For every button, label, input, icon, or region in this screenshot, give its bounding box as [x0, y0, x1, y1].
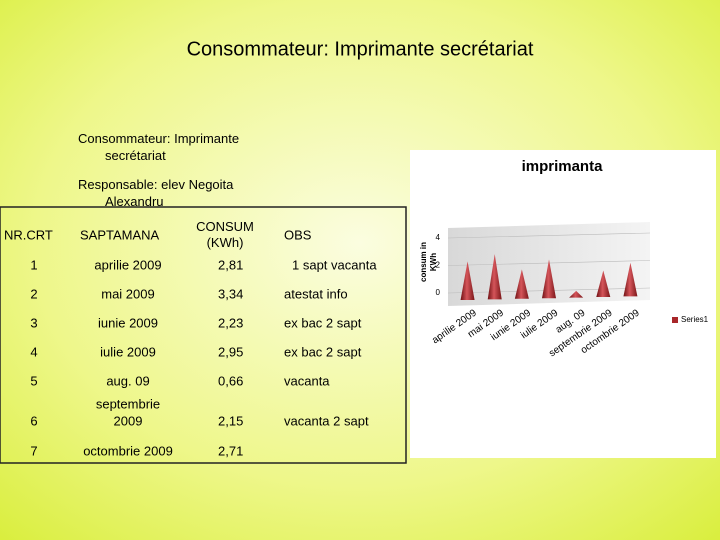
grid-line: [447, 232, 651, 239]
table-cell: 4: [30, 344, 37, 359]
table-cell: iunie 2009: [98, 315, 158, 330]
info-line: Consommateur: Imprimante: [78, 131, 239, 146]
cone: [487, 254, 502, 300]
table-cell: aug. 09: [106, 373, 149, 388]
y-axis-label: consum inKWh: [419, 242, 438, 282]
table-border: [0, 206, 407, 464]
info-line: Responsable: elev Negoita: [78, 177, 234, 192]
cone: [596, 270, 611, 297]
table-header: CONSUM (KWh): [196, 219, 254, 250]
table-cell: 7: [30, 443, 37, 458]
table-header: SAPTAMANA: [80, 227, 160, 242]
y-axis-label-line: KWh: [429, 253, 438, 271]
legend-label: Series1: [681, 315, 709, 324]
table-cell: 2,23: [218, 315, 243, 330]
cone: [623, 262, 638, 297]
info-line: Alexandru: [105, 194, 164, 209]
table-cell: ex bac 2 sapt: [284, 344, 362, 359]
table-cell: vacanta: [284, 373, 330, 388]
info-text: Consommateur: Imprimante secrétariat: [78, 131, 239, 163]
table-cell: 2,71: [218, 443, 243, 458]
cone: [514, 269, 529, 299]
table-cell: iulie 2009: [100, 344, 156, 359]
table-cell-line: septembrie: [96, 397, 160, 412]
table-cell-line: 2009: [114, 414, 143, 429]
table-cell: 2: [30, 286, 37, 301]
table-cell: 6: [30, 413, 37, 428]
table-header: OBS: [284, 227, 312, 242]
table-cell: 1 sapt vacanta: [292, 257, 377, 272]
table-cell: aprilie 2009: [94, 257, 161, 272]
table-cell: 3: [30, 315, 37, 330]
table-cell: 2,15: [218, 413, 243, 428]
table-cell: atestat info: [284, 286, 348, 301]
table-cell: 5: [30, 373, 37, 388]
slide-title: Consommateur: Imprimante secrétariat: [187, 38, 534, 60]
table-cell: 2,95: [218, 344, 243, 359]
table-cell: vacanta 2 sapt: [284, 413, 369, 428]
table-cell: 3,34: [218, 286, 243, 301]
cone: [460, 261, 475, 300]
table-cell: ex bac 2 sapt: [284, 315, 362, 330]
table-cell: 1: [30, 257, 37, 272]
y-tick-label: 0: [436, 288, 441, 297]
table-cell: 2,81: [218, 257, 243, 272]
y-tick-label: 2: [436, 261, 441, 270]
cone: [542, 259, 556, 299]
legend-swatch: [672, 317, 678, 323]
y-tick-label: 4: [436, 233, 441, 242]
table-cell: septembrie 2009: [96, 397, 160, 429]
table-cell: octombrie 2009: [83, 443, 173, 458]
cone: [569, 290, 584, 298]
info-line: secrétariat: [105, 148, 166, 163]
y-axis-label-line: consum in: [419, 242, 428, 282]
table-header-line: (KWh): [207, 235, 244, 250]
info-text: Responsable: elev Negoita Alexandru: [78, 177, 234, 209]
table-cell: 0,66: [218, 373, 243, 388]
chart-title: imprimanta: [522, 158, 604, 175]
table-cell: mai 2009: [101, 286, 154, 301]
table-header: NR.CRT: [4, 227, 53, 242]
table-header-line: CONSUM: [196, 219, 254, 234]
